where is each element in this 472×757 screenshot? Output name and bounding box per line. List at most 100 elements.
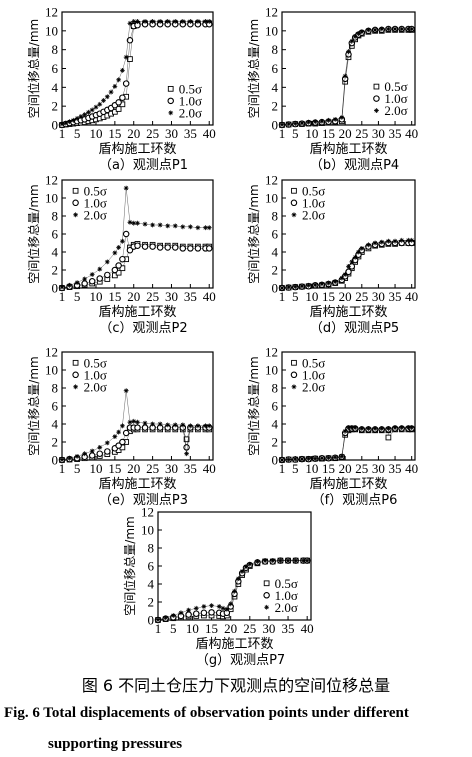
- marker-star: [306, 282, 311, 288]
- marker-circle: [141, 243, 149, 250]
- panel-caption: （d）观测点P5: [310, 321, 399, 336]
- marker-star: [127, 419, 133, 425]
- marker-circle: [200, 609, 208, 617]
- y-tick-label: 8: [52, 42, 59, 57]
- x-tick-label: 35: [184, 126, 197, 141]
- y-tick-label: 12: [265, 5, 278, 20]
- marker-square: [167, 85, 174, 92]
- marker-star: [74, 454, 80, 459]
- marker-star: [372, 426, 378, 431]
- y-tick-label: 6: [272, 61, 279, 76]
- marker-star: [356, 249, 361, 255]
- x-tick-label: 20: [127, 289, 140, 304]
- series-2.0σ: [279, 26, 415, 127]
- x-tick-label: 20: [224, 621, 237, 636]
- series-line: [281, 242, 412, 289]
- marker-star: [216, 604, 222, 609]
- y-tick-label: 2: [272, 263, 279, 278]
- marker-star: [247, 561, 253, 567]
- marker-star: [97, 266, 103, 272]
- marker-star: [131, 220, 137, 226]
- marker-star: [239, 569, 245, 574]
- marker-star: [270, 558, 276, 563]
- marker-star: [278, 558, 283, 563]
- marker-star: [359, 426, 365, 431]
- marker-star: [409, 237, 415, 243]
- x-tick-label: 1: [59, 126, 66, 141]
- marker-star: [299, 120, 305, 126]
- marker-star: [264, 604, 270, 610]
- marker-square: [291, 187, 297, 194]
- marker-star: [112, 434, 118, 439]
- marker-star: [319, 455, 325, 461]
- marker-star: [312, 456, 318, 462]
- marker-star: [168, 110, 174, 116]
- marker-star: [184, 451, 189, 457]
- marker-star: [339, 275, 345, 281]
- marker-star: [319, 118, 325, 124]
- x-tick-label: 5: [292, 289, 299, 304]
- marker-star: [97, 445, 103, 450]
- marker-star: [326, 280, 331, 286]
- marker-circle: [290, 199, 298, 207]
- legend-entry: 1.0σ: [302, 195, 325, 210]
- y-tick-label: 6: [52, 399, 59, 414]
- marker-star: [279, 457, 285, 463]
- y-tick-label: 8: [52, 209, 59, 224]
- marker-star: [359, 246, 365, 251]
- marker-circle: [179, 245, 187, 252]
- marker-star: [170, 613, 176, 618]
- marker-circle: [122, 230, 130, 238]
- marker-circle: [193, 610, 200, 617]
- marker-star: [262, 558, 268, 563]
- x-tick-label: 25: [243, 621, 256, 636]
- x-tick-label: 1: [279, 461, 286, 476]
- legend-entry: 2.0σ: [84, 207, 107, 222]
- marker-circle: [149, 243, 156, 250]
- marker-star: [131, 19, 137, 24]
- marker-star: [232, 588, 237, 594]
- marker-star: [180, 224, 186, 230]
- panel-caption: （b）观测点P4: [310, 158, 399, 173]
- x-tick-label: 40: [301, 621, 314, 636]
- marker-star: [306, 119, 311, 125]
- x-tick-label: 10: [89, 126, 102, 141]
- marker-circle: [167, 97, 174, 105]
- marker-star: [186, 607, 191, 613]
- y-tick-label: 4: [272, 417, 279, 432]
- y-tick-label: 2: [148, 595, 155, 610]
- marker-star: [332, 116, 338, 122]
- marker-star: [112, 250, 118, 256]
- marker-star: [349, 425, 355, 430]
- marker-star: [157, 421, 163, 427]
- legend-entry: 0.5σ: [384, 79, 407, 94]
- marker-circle: [126, 246, 134, 254]
- x-axis-label: 盾构施工环数: [98, 477, 176, 492]
- marker-star: [379, 26, 385, 32]
- marker-star: [386, 426, 391, 431]
- marker-star: [349, 259, 355, 265]
- marker-star: [392, 26, 398, 32]
- marker-star: [120, 67, 125, 73]
- marker-star: [292, 284, 298, 290]
- marker-star: [142, 221, 148, 227]
- marker-star: [399, 237, 405, 243]
- marker-circle: [119, 255, 126, 263]
- marker-star: [220, 605, 226, 611]
- marker-circle: [263, 592, 270, 599]
- chart-panel-p2: 0 2 4 6 8 10 12 1 5 10 15 20 25 30 35 40 盾构施工环数 空间位移总量/mm…: [26, 173, 216, 337]
- series-2.0σ: [59, 185, 212, 290]
- marker-star: [135, 419, 140, 425]
- y-tick-label: 4: [272, 80, 279, 95]
- y-tick-label: 12: [265, 173, 278, 188]
- marker-star: [379, 426, 385, 431]
- marker-star: [180, 19, 186, 24]
- y-tick-label: 4: [52, 245, 59, 260]
- marker-star: [332, 279, 338, 285]
- legend-entry: 0.5σ: [84, 355, 107, 370]
- marker-star: [178, 610, 184, 616]
- marker-square: [263, 580, 270, 587]
- figure-caption-english-line2: supporting pressures: [48, 736, 183, 752]
- x-axis-label: 盾构施工环数: [309, 477, 387, 492]
- marker-star: [366, 27, 371, 33]
